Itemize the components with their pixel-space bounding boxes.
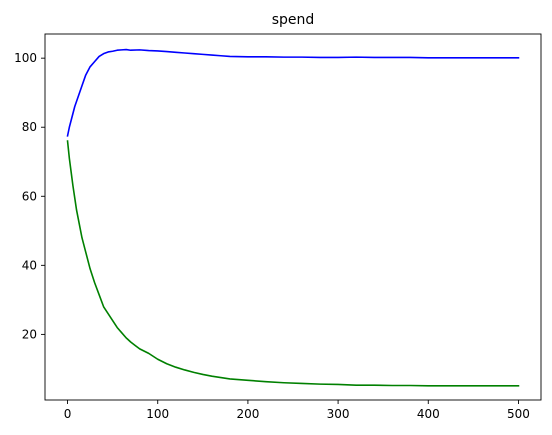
- x-tick-label: 100: [146, 407, 169, 421]
- plot-frame: [44, 33, 542, 401]
- y-tick-label: 40: [22, 258, 37, 272]
- series-line-2: [66, 140, 520, 387]
- x-tick-label: 300: [327, 407, 350, 421]
- x-tick-label: 0: [64, 407, 72, 421]
- series-line-1: [66, 48, 520, 137]
- y-tick-label: 80: [22, 120, 37, 134]
- x-tick-label: 500: [507, 407, 530, 421]
- y-tick-label: 20: [22, 327, 37, 341]
- x-tick-label: 400: [417, 407, 440, 421]
- x-tick-label: 200: [236, 407, 259, 421]
- plot-area: [66, 48, 520, 387]
- chart-title: spend: [272, 12, 315, 28]
- y-tick-label: 100: [14, 51, 37, 65]
- axes: 0 100 200 300 400 500 20 40 60 80 100: [14, 33, 542, 421]
- y-tick-label: 60: [22, 189, 37, 203]
